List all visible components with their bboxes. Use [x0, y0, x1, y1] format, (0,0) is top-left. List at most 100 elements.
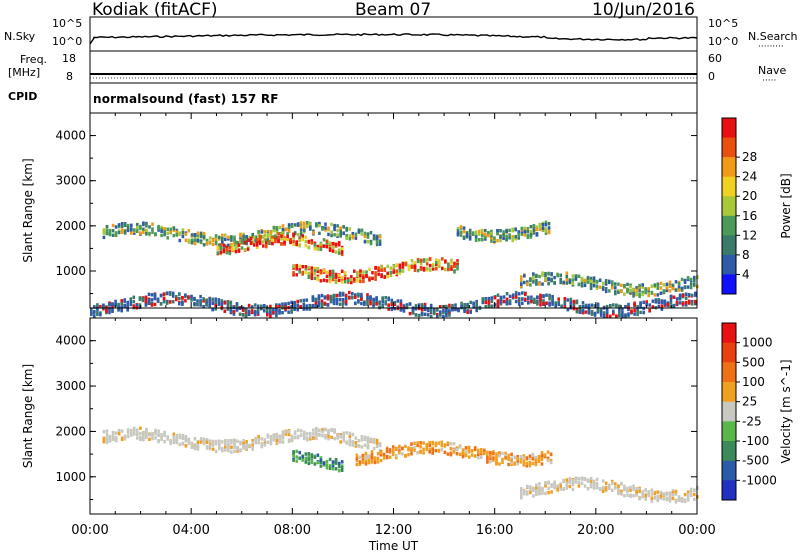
range-cell: [635, 292, 638, 297]
range-cell: [239, 236, 242, 240]
range-cell: [227, 444, 230, 448]
range-cell: [123, 437, 127, 441]
range-cell: [668, 495, 672, 499]
range-cell: [527, 296, 530, 301]
range-cell: [370, 452, 374, 456]
range-cell: [102, 235, 106, 240]
range-cell: [677, 497, 681, 502]
range-cell: [246, 247, 250, 251]
range-cell: [385, 447, 389, 452]
range-cell: [111, 309, 114, 313]
xtick-label: 04:00: [172, 523, 209, 538]
range-cell: [440, 448, 444, 452]
range-cell: [312, 428, 315, 432]
range-cell: [414, 313, 418, 317]
range-cell: [413, 441, 416, 445]
range-cell: [184, 238, 188, 242]
range-cell: [108, 439, 112, 443]
range-cell: [281, 227, 285, 232]
range-cell: [298, 456, 301, 460]
range-cell: [445, 313, 448, 318]
range-cell: [120, 309, 123, 313]
range-cell: [472, 305, 475, 309]
range-cell: [659, 496, 663, 500]
range-cell: [647, 490, 650, 494]
range-cell: [693, 497, 696, 502]
range-cell: [559, 277, 562, 282]
range-cell: [459, 225, 463, 229]
ytick-label: 1000: [55, 264, 86, 278]
range-cell: [523, 274, 526, 278]
range-cell: [130, 428, 133, 433]
range-cell: [241, 313, 245, 317]
range-cell: [184, 444, 188, 448]
range-cell: [521, 297, 524, 301]
range-cell: [431, 448, 434, 452]
range-cell: [269, 438, 273, 442]
range-cell: [452, 450, 456, 454]
range-cell: [690, 302, 694, 306]
range-cell: [483, 448, 486, 452]
range-cell: [425, 266, 429, 271]
range-cell: [668, 492, 672, 496]
range-cell: [568, 484, 572, 489]
range-cell: [392, 270, 396, 274]
range-cell: [219, 250, 223, 255]
range-cell: [328, 464, 332, 468]
range-cell: [378, 239, 382, 243]
range-cell: [211, 447, 215, 451]
range-cell: [280, 242, 283, 246]
range-cell: [419, 258, 423, 263]
range-cell: [689, 282, 693, 286]
range-cell: [284, 432, 288, 436]
range-cell: [511, 236, 514, 241]
range-cell: [557, 300, 560, 305]
ylabel: Slant Range [km]: [21, 364, 35, 468]
range-cell: [650, 499, 654, 503]
range-cell: [481, 234, 484, 238]
range-cell: [611, 481, 614, 485]
range-cell: [320, 302, 324, 306]
range-cell: [578, 305, 582, 309]
range-cell: [287, 229, 291, 233]
range-cell: [529, 277, 532, 281]
range-cell: [524, 297, 527, 301]
range-cell: [353, 269, 356, 273]
range-cell: [178, 296, 181, 301]
range-cell: [243, 237, 247, 241]
colorbar-tick-label: 1000: [742, 336, 773, 350]
range-cell: [511, 238, 514, 243]
range-cell: [656, 284, 660, 288]
range-cell: [475, 305, 478, 309]
range-cell: [686, 490, 690, 494]
range-cell: [544, 273, 547, 278]
range-cell: [636, 309, 639, 314]
range-cell: [342, 431, 345, 435]
range-cell: [647, 287, 650, 291]
range-cell: [336, 233, 339, 237]
range-cell: [129, 302, 133, 307]
range-cell: [151, 436, 154, 441]
range-cell: [230, 441, 233, 445]
range-cell: [693, 488, 696, 492]
range-cell: [423, 307, 427, 312]
range-cell: [481, 228, 484, 233]
feature-4: [520, 271, 699, 298]
range-cell: [181, 228, 185, 232]
range-cell: [548, 297, 551, 301]
range-cell: [230, 235, 233, 239]
range-cell: [534, 456, 538, 460]
range-cell: [327, 437, 330, 441]
range-cell: [678, 296, 682, 300]
range-cell: [265, 238, 268, 243]
colorbar-tick-label: 12: [742, 228, 757, 242]
range-cell: [611, 283, 614, 287]
range-cell: [520, 492, 523, 496]
range-cell: [257, 437, 260, 441]
range-cell: [462, 236, 466, 240]
range-cell: [568, 279, 572, 283]
range-cell: [315, 427, 318, 432]
range-cell: [451, 308, 454, 312]
range-cell: [404, 444, 407, 449]
range-cell: [310, 239, 314, 243]
